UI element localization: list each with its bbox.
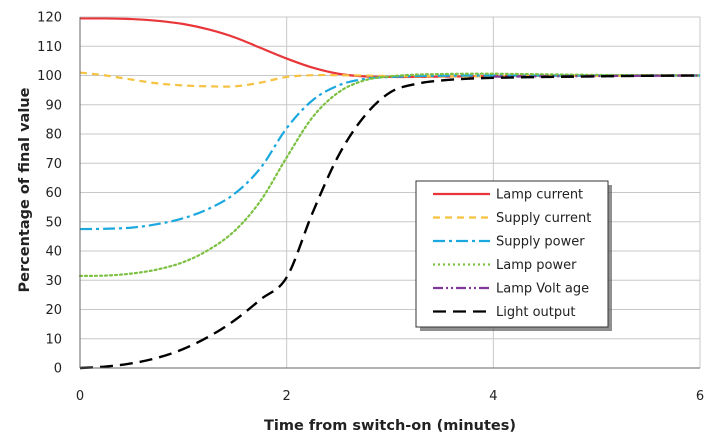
axes	[79, 17, 700, 369]
y-tick-label: 20	[45, 303, 62, 318]
legend-label: Light output	[496, 305, 575, 320]
y-tick-label: 30	[45, 274, 62, 289]
x-tick-label: 4	[489, 389, 497, 404]
legend: Lamp current Supply current Supply power La…	[415, 180, 612, 331]
y-tick-label: 110	[37, 40, 62, 55]
y-tick-label: 0	[54, 362, 62, 377]
legend-label: Lamp power	[496, 258, 577, 273]
legend-label: Supply power	[496, 235, 585, 250]
series-line-supply-current	[79, 71, 701, 88]
tick-labels: 0 10 20 30 40 50 60 70 80 90 100 110 120 0 2 4 6	[37, 11, 704, 405]
series-line-supply-power	[79, 74, 700, 231]
x-tick-label: 0	[76, 389, 84, 404]
legend-label: Lamp current	[496, 188, 583, 203]
x-tick-label: 6	[696, 389, 704, 404]
y-tick-label: 50	[45, 215, 62, 230]
y-tick-label: 60	[45, 186, 62, 201]
y-tick-label: 100	[37, 69, 62, 84]
series-line-light-output	[79, 74, 701, 370]
x-tick-label: 2	[283, 389, 291, 404]
y-axis-title: Percentage of final value	[17, 87, 33, 292]
y-tick-label: 70	[45, 157, 62, 172]
y-tick-label: 120	[37, 11, 62, 26]
x-axis-title: Time from switch-on (minutes)	[264, 418, 516, 434]
series-lines	[78, 17, 702, 370]
y-tick-label: 10	[45, 332, 62, 347]
series-line-lamp-power	[78, 72, 702, 277]
legend-box	[415, 180, 609, 328]
y-tick-label: 80	[45, 128, 62, 143]
legend-label: Lamp Volt age	[496, 282, 589, 297]
y-tick-label: 40	[45, 245, 62, 260]
y-tick-label: 90	[45, 98, 62, 113]
legend-label: Supply current	[496, 211, 591, 226]
series-line-lamp-current	[79, 17, 700, 79]
